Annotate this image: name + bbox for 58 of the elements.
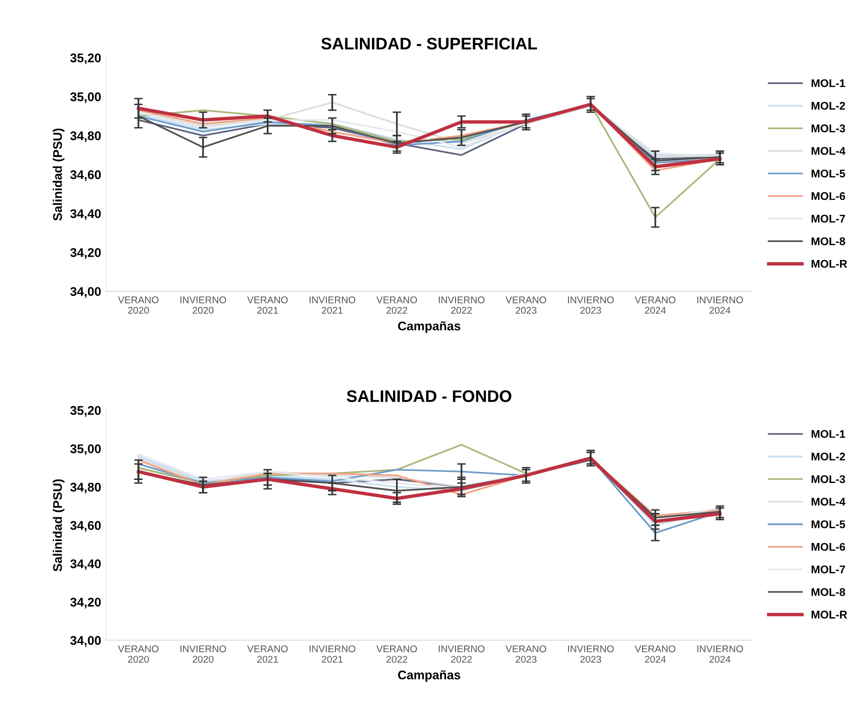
x-tick-label: INVIERNO 2021 <box>310 645 356 663</box>
x-tick-label: INVIERNO 2023 <box>568 645 614 663</box>
y-tick-label: 35,20 <box>70 406 101 417</box>
x-tick-label: VERANO 2021 <box>247 296 288 314</box>
y-tick-label: 34,20 <box>70 598 101 608</box>
legend-label: MOL-7 <box>812 566 845 574</box>
y-tick-label: 35,00 <box>70 92 101 104</box>
legend-label: MOL-4 <box>812 498 846 506</box>
x-tick-label: INVIERNO 2023 <box>568 296 614 314</box>
x-tick-label: VERANO 2024 <box>634 296 676 314</box>
legend-label: MOL-5 <box>812 170 846 178</box>
legend-label: MOL-3 <box>812 475 846 484</box>
x-tick-label: INVIERNO 2024 <box>697 296 743 314</box>
x-tick-label: VERANO 2023 <box>506 645 546 663</box>
x-tick-label: INVIERNO 2022 <box>438 296 485 314</box>
legend-label: MOL-R <box>812 260 848 268</box>
x-tick-label: VERANO 2020 <box>118 296 158 314</box>
x-tick-label: INVIERNO 2020 <box>180 296 226 314</box>
legend-label: MOL-8 <box>812 237 846 246</box>
legend-label: MOL-1 <box>812 79 846 88</box>
chart-title: SALINIDAD - SUPERFICIAL <box>321 38 537 50</box>
x-tick-label: INVIERNO 2020 <box>180 645 226 663</box>
legend-label: MOL-6 <box>812 542 846 551</box>
x-tick-label: INVIERNO 2022 <box>438 645 485 663</box>
legend-label: MOL-5 <box>812 520 846 528</box>
legend-label: MOL-2 <box>812 102 846 110</box>
legend-label: MOL-R <box>812 610 848 619</box>
x-axis-title: Campañas <box>398 321 460 333</box>
chart-title: SALINIDAD - FONDO <box>346 390 512 402</box>
y-tick-label: 34,80 <box>70 482 101 494</box>
y-tick-label: 34,40 <box>70 209 101 220</box>
x-tick-label: VERANO 2023 <box>506 296 546 314</box>
legend-label: MOL-1 <box>812 430 846 438</box>
y-tick-label: 34,00 <box>70 636 101 647</box>
legend-label: MOL-6 <box>812 192 846 200</box>
x-tick-label: INVIERNO 2021 <box>310 296 356 314</box>
y-tick-label: 34,40 <box>70 559 101 570</box>
y-tick-label: 34,20 <box>70 248 101 259</box>
x-tick-label: VERANO 2021 <box>247 645 288 663</box>
y-tick-label: 34,00 <box>70 287 101 298</box>
y-tick-label: 35,00 <box>70 444 101 456</box>
legend-label: MOL-2 <box>812 452 846 460</box>
y-axis-title: Salinidad (PSU) <box>52 128 64 221</box>
y-tick-label: 34,60 <box>70 521 101 532</box>
legend-label: MOL-8 <box>812 588 846 596</box>
y-tick-label: 35,20 <box>70 53 101 64</box>
legend-label: MOL-3 <box>812 124 846 132</box>
x-tick-label: VERANO 2020 <box>118 645 158 663</box>
x-tick-label: INVIERNO 2024 <box>697 645 743 663</box>
y-tick-label: 34,60 <box>70 170 101 181</box>
y-tick-label: 34,80 <box>70 131 101 142</box>
x-tick-label: VERANO 2022 <box>376 296 417 314</box>
x-tick-label: VERANO 2024 <box>634 645 676 663</box>
y-axis-title: Salinidad (PSU) <box>52 479 64 572</box>
x-tick-label: VERANO 2022 <box>376 645 417 663</box>
legend-label: MOL-7 <box>812 214 845 223</box>
x-axis-title: Campañas <box>398 670 460 682</box>
legend-label: MOL-4 <box>812 147 846 155</box>
